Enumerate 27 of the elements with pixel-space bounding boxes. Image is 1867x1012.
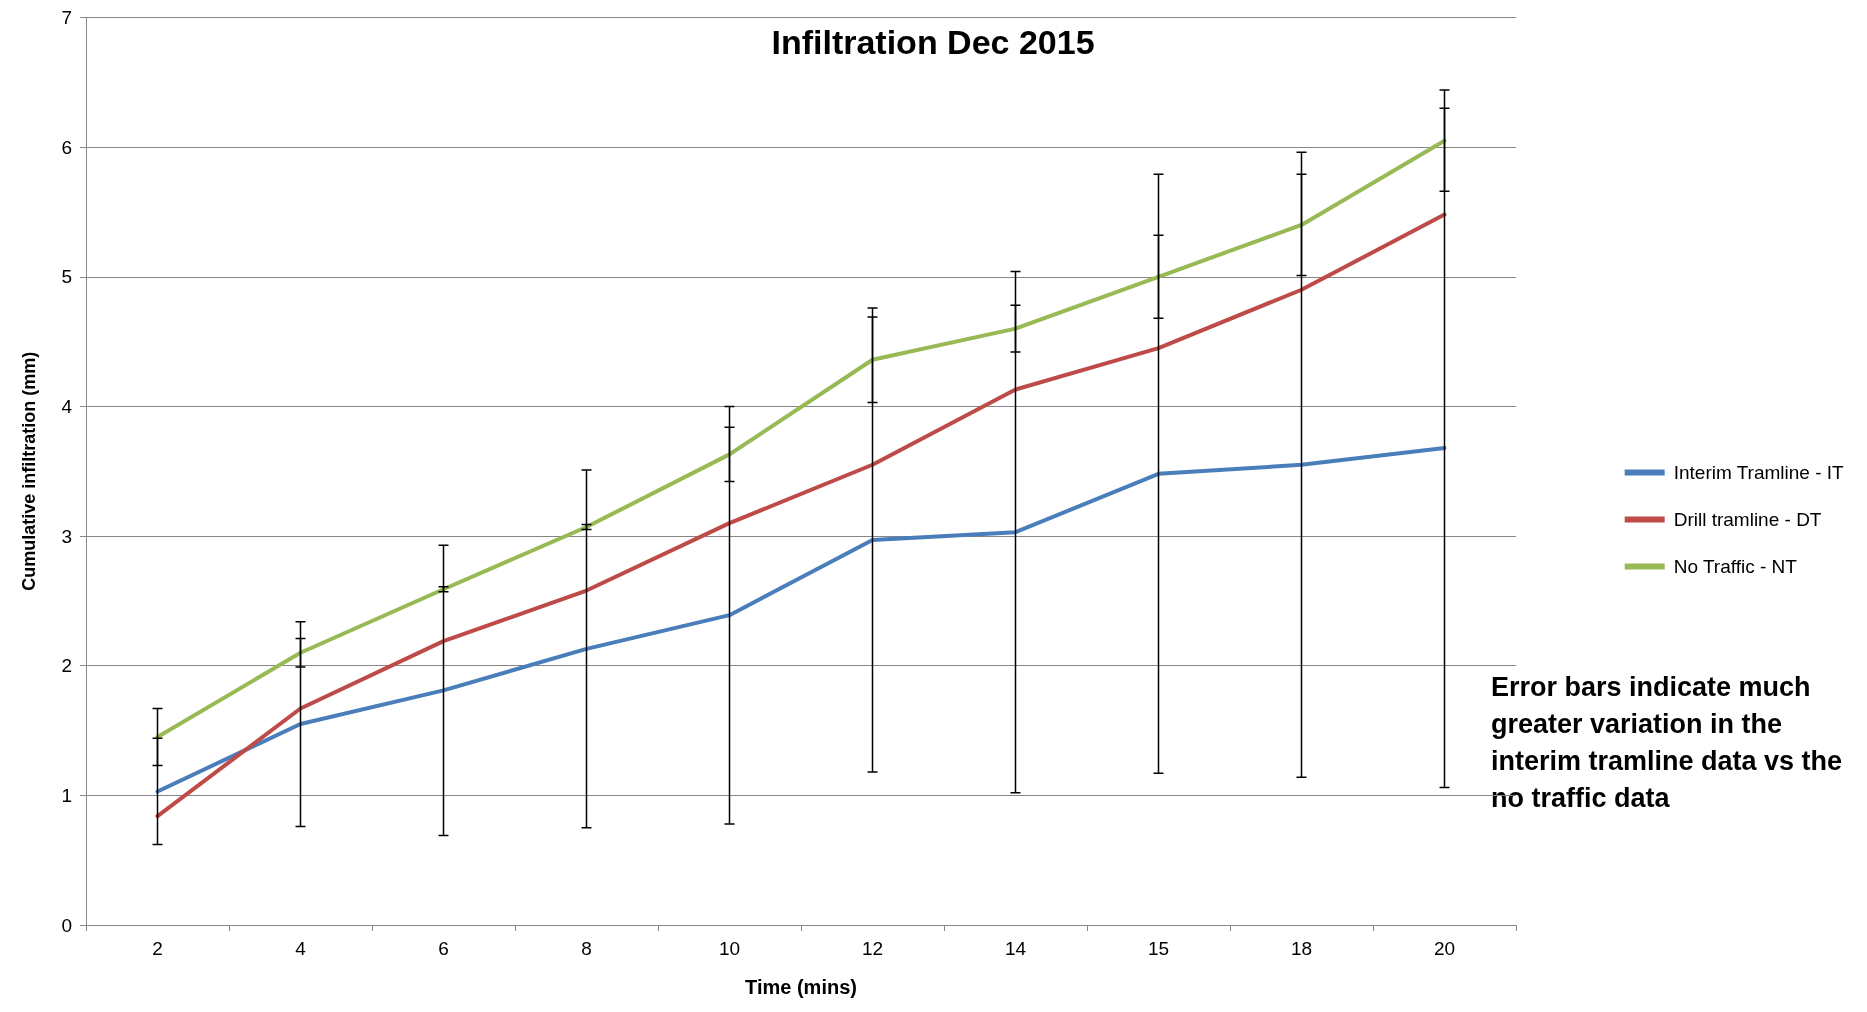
- legend-label: Drill tramline - DT: [1673, 509, 1822, 530]
- x-tick-label: 20: [1433, 938, 1456, 959]
- y-tick-label: 3: [61, 525, 72, 547]
- x-axis-title: Time (mins): [745, 976, 857, 998]
- y-tick-label: 5: [61, 266, 72, 288]
- legend-label: No Traffic - NT: [1673, 556, 1798, 577]
- x-tick-label: 18: [1290, 938, 1313, 959]
- y-tick-label: 2: [61, 655, 72, 677]
- chart-title: Infiltration Dec 2015: [771, 23, 1095, 61]
- y-tick-label: 6: [61, 136, 72, 158]
- x-tick-label: 10: [718, 938, 741, 959]
- x-tick-label: 4: [295, 938, 307, 959]
- y-tick-label: 0: [61, 914, 72, 936]
- y-tick-label: 4: [61, 395, 73, 417]
- line-series: [155, 138, 1447, 740]
- y-tick-label: 1: [61, 784, 72, 806]
- x-tick-label: 12: [861, 938, 884, 959]
- line-series: [155, 212, 1447, 819]
- legend-label: Interim Tramline - IT: [1673, 462, 1845, 483]
- y-tick-label: 7: [61, 7, 72, 28]
- x-tick-label: 2: [152, 938, 163, 959]
- y-axis-title: Cumulative infiltration (mm): [19, 351, 39, 591]
- x-tick-label: 15: [1147, 938, 1170, 959]
- line-series: [155, 445, 1447, 794]
- x-tick-label: 14: [1004, 938, 1027, 959]
- x-tick-label: 8: [581, 938, 592, 959]
- x-tick-label: 6: [438, 938, 449, 959]
